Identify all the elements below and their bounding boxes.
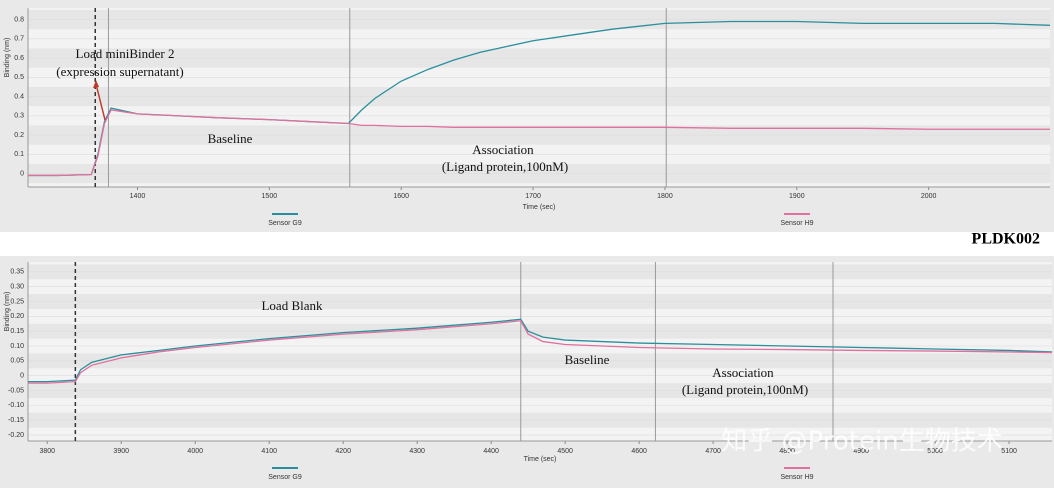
x-tick-label: 4300 xyxy=(409,448,425,455)
y-tick-label: -0.15 xyxy=(8,417,24,424)
x-tick-label: 4500 xyxy=(557,448,573,455)
y-tick-label: 0.15 xyxy=(10,328,24,335)
legend-label: Sensor H9 xyxy=(780,474,813,481)
x-tick-label: 3800 xyxy=(39,448,55,455)
y-tick-label: 0.3 xyxy=(14,113,24,120)
series-line xyxy=(28,20,1051,177)
y-tick-label: 0.1 xyxy=(14,151,24,158)
y-tick-label: 0.7 xyxy=(14,36,24,43)
annotation: (Ligand protein,100nM) xyxy=(682,382,808,397)
y-tick-label: 0.20 xyxy=(10,313,24,320)
y-axis-label: Binding (nm) xyxy=(4,292,11,332)
y-tick-label: -0.20 xyxy=(8,432,24,439)
annotation: Association xyxy=(712,365,774,380)
annotation: Load miniBinder 2 xyxy=(76,46,175,61)
x-tick-label: 4400 xyxy=(483,448,499,455)
y-axis-label: Binding (nm) xyxy=(4,38,11,78)
x-tick-label: 1900 xyxy=(789,193,805,200)
arrow-head xyxy=(93,80,99,88)
x-tick-label: 1600 xyxy=(393,193,409,200)
x-tick-label: 4800 xyxy=(779,448,795,455)
x-tick-label: 4900 xyxy=(853,448,869,455)
x-tick-label: 4000 xyxy=(187,448,203,455)
series-line xyxy=(28,318,1053,383)
x-tick-label: 1500 xyxy=(262,193,278,200)
y-tick-label: 0.5 xyxy=(14,74,24,81)
annotation: (expression supernatant) xyxy=(56,64,183,79)
y-tick-label: 0.8 xyxy=(14,16,24,23)
x-axis-label: Time (sec) xyxy=(524,456,557,463)
annotation: Baseline xyxy=(565,352,610,367)
annotation: Association xyxy=(472,142,534,157)
chart-top: 0 0.1 0.2 0.3 0.4 0.5 0.6 0.7 0.8 1400 1500 1600 170… xyxy=(4,8,1051,227)
annotation: Load Blank xyxy=(261,298,323,313)
y-tick-label: 0 xyxy=(20,170,24,177)
y-tick-label: 0.10 xyxy=(10,343,24,350)
legend-label: Sensor G9 xyxy=(268,220,302,227)
x-axis-label: Time (sec) xyxy=(523,204,556,211)
x-tick-label: 1400 xyxy=(130,193,146,200)
y-tick-label: 0.25 xyxy=(10,298,24,305)
annotation: (Ligand protein,100nM) xyxy=(442,159,568,174)
y-tick-label: 0.4 xyxy=(14,93,24,100)
x-tick-label: 5100 xyxy=(1001,448,1017,455)
legend-label: Sensor H9 xyxy=(780,220,813,227)
x-tick-label: 3900 xyxy=(113,448,129,455)
y-tick-label: 0.35 xyxy=(10,269,24,276)
y-tick-label: -0.05 xyxy=(8,387,24,394)
annotation: Baseline xyxy=(208,131,253,146)
x-tick-label: 4100 xyxy=(261,448,277,455)
y-tick-label: 0.6 xyxy=(14,55,24,62)
y-tick-label: 0 xyxy=(20,373,24,380)
x-tick-label: 2000 xyxy=(921,193,937,200)
watermark: 知乎 @Protein生物技术 xyxy=(721,427,1002,457)
series-line xyxy=(28,320,1053,384)
arrow xyxy=(95,83,106,121)
y-tick-label: -0.10 xyxy=(8,402,24,409)
x-tick-label: 1800 xyxy=(657,193,673,200)
x-tick-label: 4600 xyxy=(631,448,647,455)
legend-label: Sensor G9 xyxy=(268,474,302,481)
y-tick-label: 0.30 xyxy=(10,283,24,290)
chart-bottom: 0.35 0.30 0.25 0.20 0.15 0.10 0.05 0 -0.05 -0.10 -… xyxy=(4,262,1053,481)
x-tick-label: 1700 xyxy=(525,193,541,200)
x-tick-label: 4200 xyxy=(335,448,351,455)
x-tick-label: 5000 xyxy=(927,448,943,455)
x-tick-label: 4700 xyxy=(705,448,721,455)
plot-area xyxy=(28,262,1052,441)
y-tick-label: 0.2 xyxy=(14,132,24,139)
series-line xyxy=(28,109,1050,177)
sample-label: PLDK002 xyxy=(972,231,1040,248)
y-tick-label: 0.05 xyxy=(10,358,24,365)
